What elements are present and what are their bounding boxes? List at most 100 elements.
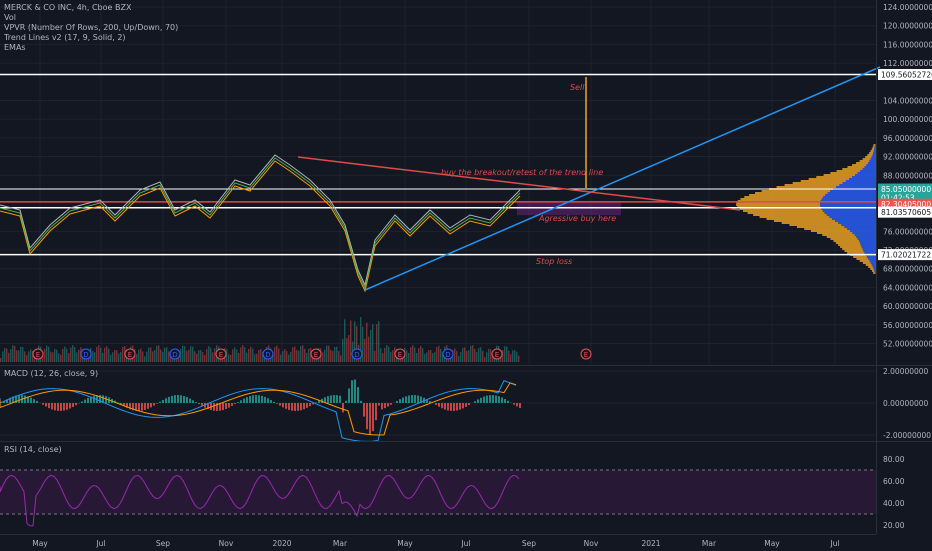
macd-title[interactable]: MACD (12, 26, close, 9) <box>4 369 98 378</box>
vpvr-bar-up <box>873 146 875 148</box>
vpvr-bar-down <box>862 246 876 248</box>
macd-histogram-bar <box>276 403 278 404</box>
volume-bar <box>488 349 489 362</box>
vpvr-bar-up <box>749 194 825 196</box>
macd-histogram-bar <box>87 398 89 403</box>
macd-histogram-bar <box>270 400 272 403</box>
macd-histogram-bar <box>486 396 488 403</box>
volume-bar <box>372 324 373 362</box>
volume-bar <box>344 319 345 362</box>
macd-histogram-bar <box>387 403 389 407</box>
volume-bar <box>348 335 349 362</box>
volume-bar <box>288 355 289 362</box>
legend-vpvr[interactable]: VPVR (Number Of Rows, 200, Up/Down, 70) <box>4 23 178 33</box>
volume-bar <box>308 349 309 362</box>
price-tick-label: 116.00000000 <box>883 40 932 49</box>
rsi-pane[interactable]: RSI (14, close) <box>0 442 876 534</box>
vpvr-bar-up <box>871 150 874 152</box>
macd-pane[interactable]: MACD (12, 26, close, 9) <box>0 366 876 441</box>
volume-bar <box>198 350 199 362</box>
volume-bar <box>332 351 333 362</box>
vpvr-bar-up <box>847 252 864 254</box>
macd-histogram-bar <box>180 395 182 403</box>
volume-bar <box>412 345 413 362</box>
volume-bar <box>252 349 253 362</box>
macd-histogram-bar <box>189 399 191 403</box>
volume-bar <box>384 348 385 362</box>
volume-bar <box>48 347 49 362</box>
volume-bar <box>44 349 45 362</box>
macd-histogram-bar <box>384 403 386 408</box>
volume-bar <box>474 349 475 362</box>
volume-bar <box>392 350 393 362</box>
price-tick-label: 92.00000000 <box>883 153 932 162</box>
volume-bar <box>8 353 9 362</box>
macd-histogram-bar <box>186 397 188 403</box>
vpvr-bar-down <box>829 216 876 218</box>
macd-histogram-bar <box>282 403 284 407</box>
volume-bar <box>72 345 73 362</box>
volume-bar <box>30 349 31 362</box>
price-axis[interactable]: 124.00000000120.00000000116.00000000112.… <box>876 0 932 365</box>
vpvr-bar-up <box>873 144 875 146</box>
macd-histogram-bar <box>342 403 344 412</box>
macd-histogram-bar <box>93 396 95 403</box>
volume-bar <box>280 355 281 362</box>
volume-bar <box>516 352 517 362</box>
macd-histogram-bar <box>72 403 74 407</box>
volume-bar <box>302 345 303 362</box>
volume-bar <box>284 349 285 362</box>
vpvr-bar-down <box>863 250 876 252</box>
volume-bar <box>122 347 123 362</box>
macd-histogram-bar <box>156 403 158 404</box>
time-tick-label: Sep <box>156 539 170 548</box>
volume-bar <box>468 350 469 362</box>
macd-histogram-bar <box>240 400 242 403</box>
volume-bar <box>58 353 59 362</box>
legend-vol[interactable]: Vol <box>4 13 178 23</box>
event-marker-label: E <box>584 351 588 359</box>
macd-histogram-bar <box>144 403 146 410</box>
vpvr-bar-up <box>838 244 861 246</box>
volume-bar <box>438 346 439 362</box>
rsi-title[interactable]: RSI (14, close) <box>4 445 62 454</box>
macd-histogram-bar <box>183 396 185 403</box>
price-tick-label: 64.00000000 <box>883 283 932 292</box>
vpvr-bar-down <box>868 258 876 260</box>
legend-symbol[interactable]: MERCK & CO INC, 4h, Cboe BZX <box>4 3 178 13</box>
vpvr-bar-up <box>842 248 862 250</box>
volume-bar <box>208 346 209 362</box>
event-marker-label: D <box>354 351 359 359</box>
volume-bar <box>14 346 15 362</box>
volume-bar <box>376 324 377 362</box>
vpvr-bar-up <box>809 178 849 180</box>
volume-bar <box>428 350 429 362</box>
volume-bar <box>104 348 105 362</box>
volume-bar <box>282 351 283 362</box>
rsi-tick-label: 40.00 <box>883 499 905 508</box>
volume-bar <box>148 347 149 362</box>
macd-histogram-bar <box>468 403 470 405</box>
volume-bar <box>482 351 483 362</box>
volume-bar <box>28 351 29 362</box>
vpvr-bar-down <box>825 194 876 196</box>
vpvr-bar-down <box>855 174 876 176</box>
macd-histogram-bar <box>297 403 299 411</box>
macd-histogram-bar <box>369 403 371 435</box>
legend-emas[interactable]: EMAs <box>4 43 178 53</box>
macd-tick-label: 0.00000000 <box>883 399 929 408</box>
macd-histogram-bar <box>159 402 161 403</box>
legend-trend-lines[interactable]: Trend Lines v2 (17, 9, Solid, 2) <box>4 33 178 43</box>
volume-bar <box>192 347 193 362</box>
vpvr-bar-up <box>840 246 862 248</box>
vpvr-bar-up <box>797 226 844 228</box>
macd-histogram-bar <box>267 398 269 403</box>
vpvr-bar-up <box>869 152 873 154</box>
volume-bar <box>204 355 205 362</box>
